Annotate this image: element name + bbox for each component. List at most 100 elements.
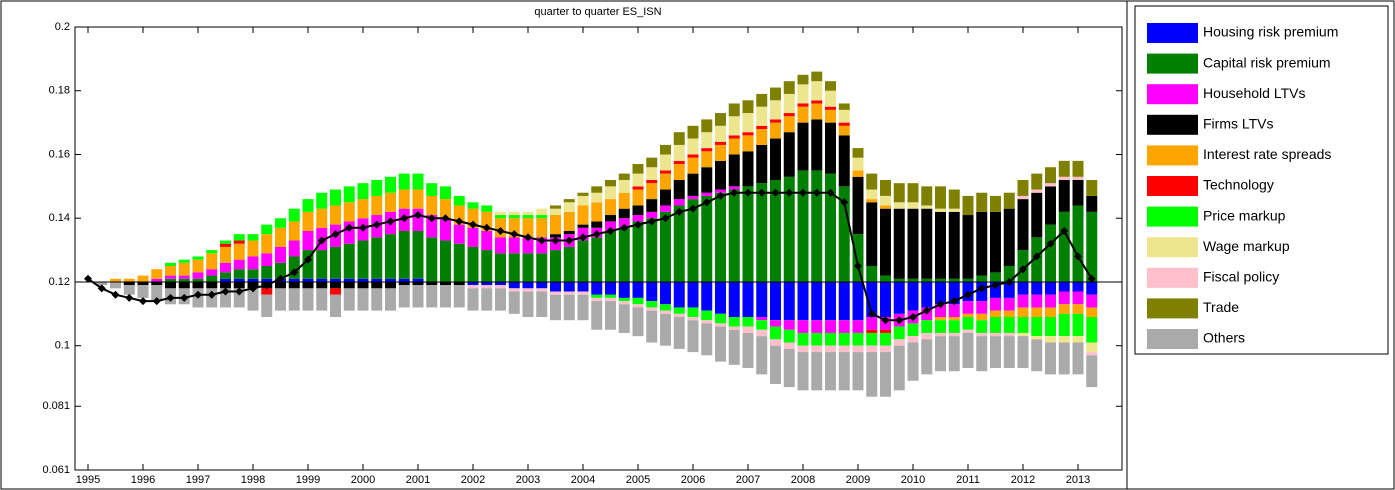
legend-swatch bbox=[1147, 206, 1198, 227]
line-marker bbox=[1074, 252, 1082, 261]
line-marker bbox=[634, 220, 642, 229]
bar-segment bbox=[426, 195, 438, 216]
bar-segment bbox=[1017, 307, 1029, 318]
legend-swatch bbox=[1147, 329, 1198, 349]
bar-segment bbox=[165, 281, 176, 289]
bar-segment bbox=[233, 234, 245, 241]
bar-segment bbox=[811, 119, 823, 171]
bar-segment bbox=[783, 320, 795, 330]
bar-segment bbox=[852, 170, 864, 177]
line-marker bbox=[510, 230, 519, 239]
line-marker bbox=[854, 262, 862, 271]
bar-segment bbox=[522, 288, 534, 292]
bar-segment bbox=[783, 93, 795, 114]
line-marker bbox=[895, 316, 904, 325]
bar-segment bbox=[660, 304, 671, 311]
bar-segment bbox=[893, 339, 905, 346]
bar-segment bbox=[880, 208, 891, 276]
bar-segment bbox=[550, 205, 561, 209]
bar-segment bbox=[247, 256, 259, 270]
bar-segment bbox=[660, 170, 671, 174]
bar-segment bbox=[687, 125, 699, 139]
bar-segment bbox=[426, 281, 438, 286]
bar-segment bbox=[1045, 224, 1056, 282]
bar-segment bbox=[962, 301, 974, 314]
bar-segment bbox=[316, 281, 328, 289]
line-marker bbox=[1060, 226, 1069, 235]
bar-segment bbox=[880, 352, 891, 397]
bar-segment bbox=[935, 304, 946, 318]
bar-segment bbox=[412, 278, 424, 282]
bar-segment bbox=[715, 125, 726, 142]
bar-segment bbox=[618, 281, 630, 298]
bar-segment bbox=[811, 170, 823, 282]
bar-segment bbox=[907, 342, 919, 381]
bar-segment bbox=[330, 278, 341, 282]
line-marker bbox=[441, 214, 450, 223]
bar-segment bbox=[990, 310, 1001, 318]
bar-segment bbox=[522, 281, 534, 289]
bar-segment bbox=[797, 332, 809, 346]
bar-segment bbox=[247, 234, 259, 241]
bar-segment bbox=[880, 332, 891, 346]
x-tick-label: 1997 bbox=[186, 474, 210, 486]
bar-segment bbox=[811, 71, 823, 82]
x-tick-label: 2012 bbox=[1011, 474, 1035, 486]
line-marker bbox=[152, 297, 161, 306]
bar-segment bbox=[866, 189, 878, 200]
line-marker bbox=[84, 274, 92, 283]
bar-segment bbox=[1058, 304, 1070, 314]
bar-segment bbox=[742, 281, 754, 318]
bar-segment bbox=[343, 202, 355, 222]
bar-segment bbox=[385, 281, 396, 289]
bar-segment bbox=[343, 221, 355, 244]
bar-segment bbox=[1003, 192, 1015, 209]
bar-segment bbox=[275, 262, 286, 279]
bar-segment bbox=[838, 281, 850, 321]
bar-segment bbox=[618, 179, 630, 193]
bar-segment bbox=[1031, 336, 1043, 340]
bar-segment bbox=[1045, 294, 1056, 308]
bar-segment bbox=[852, 148, 864, 158]
bar-segment bbox=[866, 329, 878, 333]
bar-segment bbox=[660, 205, 671, 212]
bar-segment bbox=[660, 211, 671, 282]
line-marker bbox=[702, 198, 711, 207]
bar-segment bbox=[852, 332, 864, 346]
bar-segment bbox=[701, 320, 713, 324]
bar-segment bbox=[1045, 186, 1056, 225]
x-tick-label: 1998 bbox=[241, 474, 265, 486]
bar-segment bbox=[605, 179, 616, 187]
bar-segment bbox=[165, 266, 176, 276]
bar-segment bbox=[247, 288, 259, 311]
bar-segment bbox=[893, 202, 905, 209]
bar-segment bbox=[770, 179, 781, 282]
bar-segment bbox=[646, 301, 658, 308]
bar-segment bbox=[715, 281, 726, 314]
legend-label: Household LTVs bbox=[1203, 85, 1305, 101]
line-marker bbox=[496, 226, 505, 235]
bar-segment bbox=[1058, 176, 1070, 180]
bar-segment bbox=[591, 221, 603, 228]
bar-segment bbox=[825, 173, 836, 282]
bar-segment bbox=[330, 246, 341, 279]
line-marker bbox=[565, 236, 574, 245]
bar-segment bbox=[1045, 307, 1056, 318]
bar-segment bbox=[385, 288, 396, 311]
bar-segment bbox=[838, 352, 850, 391]
bar-segment bbox=[233, 259, 245, 270]
bar-segment bbox=[797, 320, 809, 333]
bar-segment bbox=[206, 281, 218, 289]
bar-segment bbox=[137, 281, 149, 286]
bar-segment bbox=[316, 208, 328, 228]
bar-segment bbox=[770, 281, 781, 321]
line-marker bbox=[812, 188, 821, 197]
bar-segment bbox=[632, 186, 644, 190]
bar-segment bbox=[398, 189, 410, 209]
bar-segment bbox=[1072, 313, 1084, 337]
right-panel-frame bbox=[1126, 0, 1395, 490]
bar-segment bbox=[192, 272, 204, 279]
bar-segment bbox=[811, 100, 823, 104]
line-marker bbox=[1046, 239, 1055, 248]
bar-segment bbox=[220, 240, 231, 244]
